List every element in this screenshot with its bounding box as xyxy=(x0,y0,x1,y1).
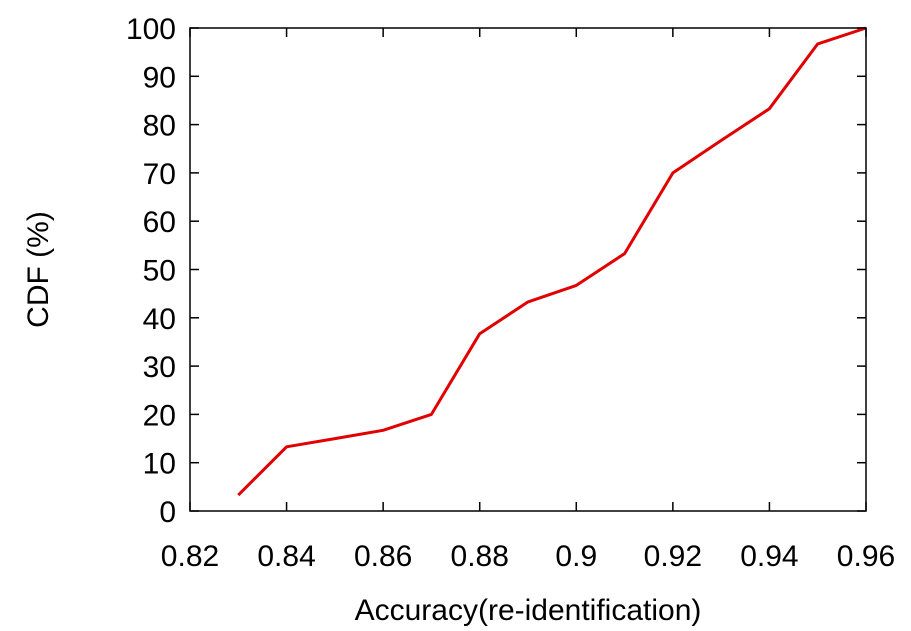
y-tick-label: 100 xyxy=(126,13,176,46)
x-tick-label: 0.92 xyxy=(644,540,702,573)
axis-ticks xyxy=(189,27,867,512)
x-tick-label: 0.86 xyxy=(354,540,412,573)
axis-tick-labels: 0.82 0.84 0.86 0.88 0.9 0.92 0.94 0.96 0 10 20 30 40… xyxy=(126,13,895,573)
y-tick-label: 0 xyxy=(159,496,176,529)
y-tick-label: 60 xyxy=(143,206,176,239)
x-tick-label: 0.94 xyxy=(740,540,798,573)
x-tick-label: 0.88 xyxy=(451,540,509,573)
x-tick-label: 0.84 xyxy=(257,540,315,573)
plot-frame xyxy=(189,27,867,512)
y-tick-label: 50 xyxy=(143,255,176,288)
x-axis-title: Accuracy(re-identification) xyxy=(355,594,702,627)
cdf-series-line xyxy=(237,26,867,497)
series-layer xyxy=(237,26,867,497)
x-tick-label: 0.9 xyxy=(555,540,597,573)
x-tick-label: 0.82 xyxy=(161,540,219,573)
y-axis-title: CDF (%) xyxy=(22,211,55,328)
x-tick-label: 0.96 xyxy=(837,540,895,573)
y-tick-label: 20 xyxy=(143,399,176,432)
y-tick-label: 90 xyxy=(143,61,176,94)
y-tick-label: 40 xyxy=(143,303,176,336)
y-tick-label: 80 xyxy=(143,110,176,143)
y-tick-label: 70 xyxy=(143,158,176,191)
y-tick-label: 10 xyxy=(143,448,176,481)
y-tick-label: 30 xyxy=(143,351,176,384)
